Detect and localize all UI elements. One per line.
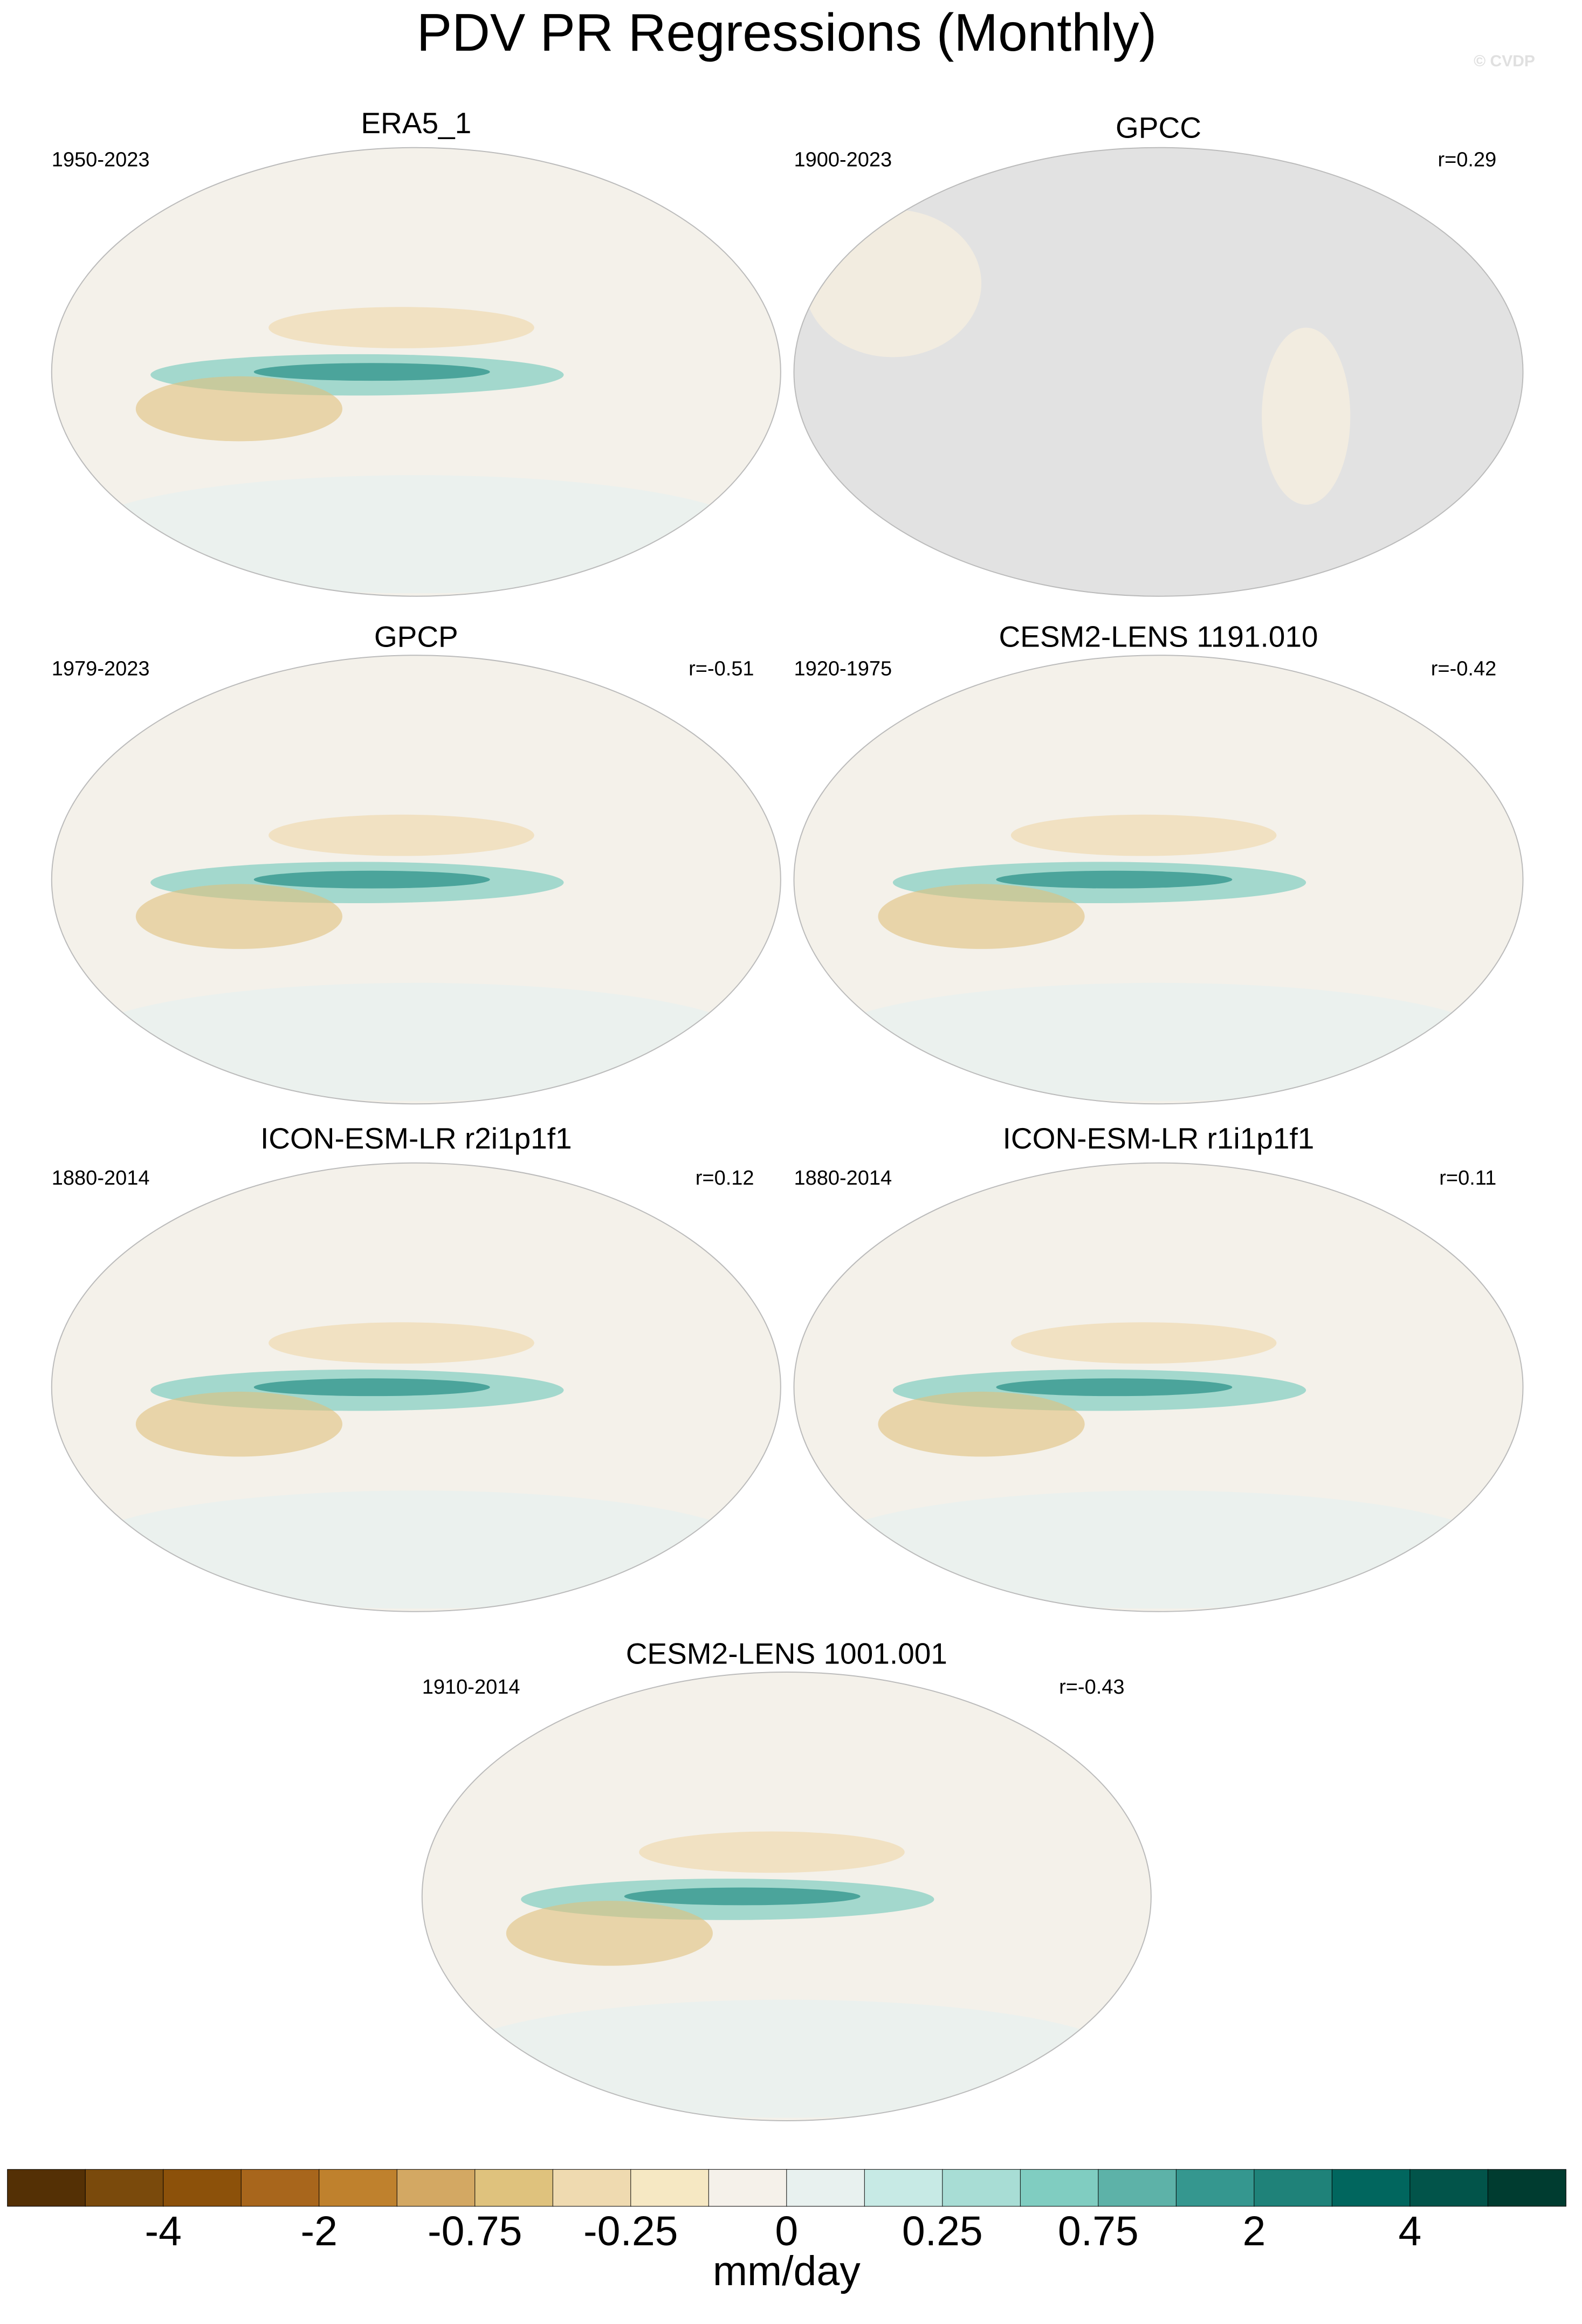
colorbar-label: -2 — [300, 2208, 337, 2254]
pattern — [269, 1322, 534, 1364]
pattern — [269, 307, 534, 348]
pattern — [639, 1831, 905, 1873]
panel-title: GPCP — [374, 620, 458, 654]
map — [51, 655, 781, 1104]
figure-title: PDV PR Regressions (Monthly) — [417, 3, 1157, 62]
pattern — [819, 1490, 1498, 1609]
pattern — [624, 1887, 861, 1906]
colorbar-box — [7, 2169, 86, 2207]
colorbar-box — [1175, 2169, 1255, 2207]
panel-years: 1900-2023 — [794, 148, 892, 171]
land — [804, 209, 982, 357]
panel-title: ICON-ESM-LR r2i1p1f1 — [260, 1122, 572, 1155]
pattern — [996, 1378, 1233, 1397]
pattern — [135, 1391, 342, 1457]
map-outline — [793, 147, 1524, 597]
colorbar-box — [396, 2169, 476, 2207]
colorbar-box — [942, 2169, 1021, 2207]
map — [794, 147, 1523, 596]
colorbar-box — [1098, 2169, 1177, 2207]
pattern — [77, 475, 756, 594]
map-outline — [793, 655, 1524, 1105]
colorbar-box — [319, 2169, 398, 2207]
panel-title: ICON-ESM-LR r1i1p1f1 — [1003, 1122, 1315, 1155]
panel-years: 1880-2014 — [52, 1167, 150, 1189]
panel-title: CESM2-LENS 1001.001 — [626, 1637, 947, 1670]
map — [422, 1672, 1151, 2121]
panel-years: 1920-1975 — [794, 658, 892, 680]
pattern — [77, 1490, 756, 1609]
colorbar-box — [163, 2169, 242, 2207]
map — [794, 655, 1523, 1104]
map — [794, 1163, 1523, 1612]
panel-r: r=-0.42 — [1431, 658, 1496, 680]
colorbar-box — [1331, 2169, 1411, 2207]
map-outline — [793, 1162, 1524, 1612]
panel-title: ERA5_1 — [361, 106, 471, 140]
colorbar-box — [1020, 2169, 1099, 2207]
colorbar-label: -4 — [145, 2208, 181, 2254]
colorbar-box — [474, 2169, 554, 2207]
colorbar-box — [786, 2169, 865, 2207]
map-outline — [51, 1162, 781, 1612]
colorbar-unit: mm/day — [713, 2248, 861, 2294]
pattern — [447, 1999, 1126, 2118]
panel-r: r=0.29 — [1437, 148, 1496, 171]
colorbar-label: 2 — [1242, 2208, 1265, 2254]
pattern — [253, 363, 490, 381]
colorbar-box — [85, 2169, 164, 2207]
land — [1262, 327, 1351, 505]
panel-title: GPCC — [1116, 111, 1201, 144]
colorbar-box — [630, 2169, 710, 2207]
pattern — [878, 884, 1085, 949]
panel-r: r=-0.43 — [1059, 1676, 1124, 1699]
pattern — [819, 982, 1498, 1101]
colorbar-label: 4 — [1398, 2208, 1421, 2254]
pattern — [1010, 1322, 1277, 1364]
panel-years: 1910-2014 — [422, 1676, 520, 1699]
colorbar-box — [1409, 2169, 1489, 2207]
pattern — [253, 870, 490, 889]
colorbar-box — [1254, 2169, 1333, 2207]
watermark: © CVDP — [1474, 52, 1535, 70]
pattern — [269, 814, 534, 856]
pattern — [506, 1901, 713, 1966]
colorbar-label: 0.75 — [1058, 2208, 1139, 2254]
panel-years: 1979-2023 — [52, 658, 150, 680]
pattern — [135, 376, 342, 442]
panel-r: r=-0.51 — [689, 658, 754, 680]
panel-title: CESM2-LENS 1191.010 — [999, 620, 1318, 654]
map-outline — [51, 655, 781, 1105]
colorbar-box — [552, 2169, 631, 2207]
pattern — [77, 982, 756, 1101]
colorbar-box — [708, 2169, 787, 2207]
colorbar-label: -0.75 — [428, 2208, 522, 2254]
colorbar-label: 0 — [775, 2208, 798, 2254]
panel-r: r=0.12 — [696, 1167, 754, 1189]
map-outline — [421, 1671, 1152, 2121]
pattern — [878, 1391, 1085, 1457]
panel-years: 1880-2014 — [794, 1167, 892, 1189]
colorbar-label: 0.25 — [902, 2208, 983, 2254]
panel-r: r=0.11 — [1439, 1167, 1496, 1189]
map-outline — [51, 147, 781, 597]
colorbar-box — [864, 2169, 943, 2207]
panel-years: 1950-2023 — [52, 148, 150, 171]
pattern — [996, 870, 1233, 889]
pattern — [253, 1378, 490, 1397]
colorbar-box — [1487, 2169, 1566, 2207]
map — [51, 147, 781, 596]
colorbar-label: -0.25 — [583, 2208, 678, 2254]
pattern — [1010, 814, 1277, 856]
map — [51, 1163, 781, 1612]
colorbar-box — [240, 2169, 320, 2207]
pattern — [135, 884, 342, 949]
